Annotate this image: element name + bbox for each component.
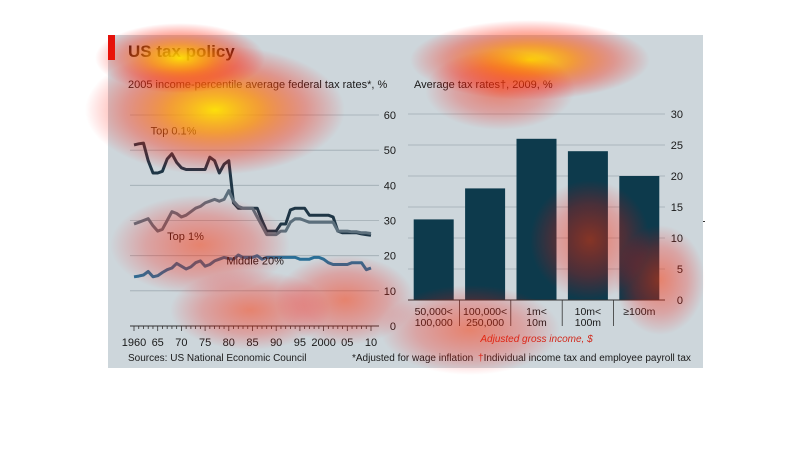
bar xyxy=(465,188,506,300)
series-label: Middle 20% xyxy=(226,255,284,267)
x-tick-label: 90 xyxy=(270,337,282,349)
category-label: 250,000 xyxy=(466,317,504,329)
y-tick-label: 50 xyxy=(384,145,396,157)
x-tick-label: 2000 xyxy=(311,337,335,349)
category-label: 100m xyxy=(575,317,602,329)
footnote-dagger: †Individual income tax and employee payr… xyxy=(478,353,691,364)
footnote-dagger-text: Individual income tax and employee payro… xyxy=(483,353,691,364)
y-tick-label: 30 xyxy=(384,216,396,228)
left-line-chart: 0 10 20 30 40 50 60 1960 65 70 75 80 85 90 95 2000 05 10 T… xyxy=(122,110,396,349)
x-tick-label: 10 xyxy=(365,337,377,349)
bar xyxy=(516,138,557,300)
x-tick-label: 70 xyxy=(175,337,187,349)
x-tick-label: 65 xyxy=(152,337,164,349)
x-tick-label: 75 xyxy=(199,337,211,349)
chart-panel: US tax policy 2005 income-percentile ave… xyxy=(108,35,703,368)
y-tick-label: 60 xyxy=(384,110,396,122)
x-tick-label: 05 xyxy=(341,337,353,349)
bar xyxy=(619,176,660,300)
right-bar-chart: 05101520253050,000<100,000100,000<250,00… xyxy=(408,109,683,345)
y-tick-label: 10 xyxy=(384,286,396,298)
category-label: ≥100m xyxy=(623,306,655,318)
footnote-adjusted: *Adjusted for wage inflation xyxy=(352,353,474,364)
x-tick-label: 1960 xyxy=(122,337,146,349)
y-tick-label: 25 xyxy=(671,140,683,152)
x-tick-label: 85 xyxy=(246,337,258,349)
series-line-1 xyxy=(133,189,372,237)
y-tick-label: 40 xyxy=(384,180,396,192)
y-tick-label: 15 xyxy=(671,202,683,214)
bar xyxy=(567,151,608,300)
y-tick-label: 0 xyxy=(390,321,396,333)
series-label: Top 1% xyxy=(167,231,204,243)
bar xyxy=(413,219,454,300)
y-tick-label: 10 xyxy=(671,233,683,245)
category-label: 100,000 xyxy=(415,317,453,329)
series-line-0 xyxy=(133,141,372,237)
x-axis-label: Adjusted gross income, $ xyxy=(479,334,593,345)
category-label: 10m xyxy=(526,317,547,329)
category-label: 10m< xyxy=(575,306,602,318)
x-tick-label: 80 xyxy=(223,337,235,349)
y-tick-label: 20 xyxy=(671,171,683,183)
y-tick-label: 30 xyxy=(671,109,683,121)
series-label: Top 0.1% xyxy=(151,125,197,137)
y-tick-label: 0 xyxy=(677,295,683,307)
y-tick-label: 20 xyxy=(384,251,396,263)
x-tick-label: 95 xyxy=(294,337,306,349)
source-note: Sources: US National Economic Council xyxy=(128,353,307,364)
stray-mark xyxy=(703,221,705,222)
y-tick-label: 5 xyxy=(677,264,683,276)
